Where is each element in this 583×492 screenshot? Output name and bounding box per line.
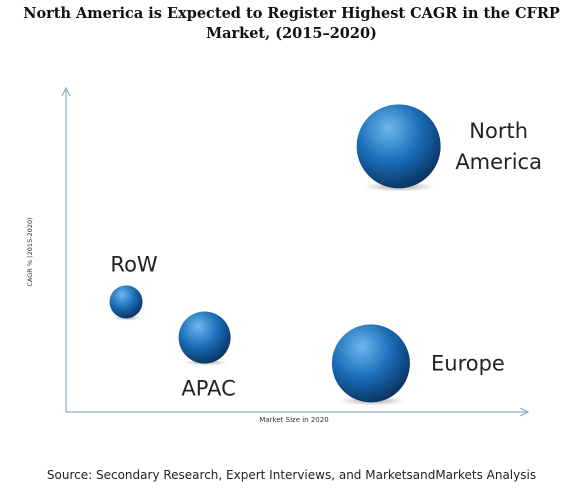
axes: Market Size in 2020 CAGR % (2015-2020) bbox=[26, 86, 530, 424]
bubble-label-line: America bbox=[455, 150, 542, 174]
bubble-apac: APAC bbox=[178, 311, 236, 400]
bubble-point-europe bbox=[331, 324, 410, 403]
bubble-point-north-america bbox=[356, 104, 441, 189]
bubble-label-line: APAC bbox=[181, 376, 235, 400]
bubble-row: RoW bbox=[109, 252, 158, 321]
chart-title-line-2: Market, (2015–2020) bbox=[206, 25, 377, 42]
y-axis-label: CAGR % (2015-2020) bbox=[26, 217, 34, 286]
bubble-europe: Europe bbox=[331, 324, 505, 406]
bubble-north-america: North America bbox=[356, 104, 542, 192]
x-axis-label: Market Size in 2020 bbox=[259, 416, 328, 424]
bubble-label-line: North bbox=[469, 119, 528, 143]
bubble-point-row bbox=[109, 285, 143, 319]
x-axis-arrow bbox=[519, 407, 530, 417]
bubble-label-line: Europe bbox=[431, 351, 505, 375]
source-note: Source: Secondary Research, Expert Inter… bbox=[46, 468, 537, 482]
chart-title: North America is Expected to Register Hi… bbox=[0, 4, 583, 44]
bubble-label-line: RoW bbox=[110, 252, 157, 276]
bubble-label-north-america: North America bbox=[455, 119, 542, 174]
y-axis-arrow bbox=[61, 86, 71, 97]
bubble-label-row: RoW bbox=[110, 252, 157, 276]
bubbles: North America RoW APAC Europe bbox=[109, 104, 542, 406]
bubble-label-apac: APAC bbox=[181, 376, 235, 400]
bubble-point-apac bbox=[178, 311, 231, 364]
bubble-label-europe: Europe bbox=[431, 351, 505, 375]
chart-title-line-1: North America is Expected to Register Hi… bbox=[23, 5, 560, 22]
